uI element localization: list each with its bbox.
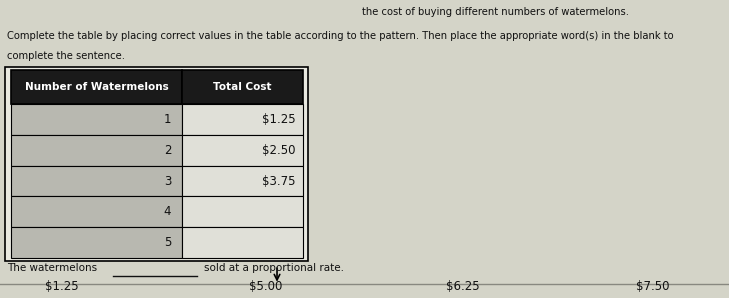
- Bar: [182, 227, 303, 258]
- Text: 5: 5: [164, 236, 171, 249]
- Bar: [5, 67, 308, 261]
- Bar: [182, 166, 303, 196]
- Text: Complete the table by placing correct values in the table according to the patte: Complete the table by placing correct va…: [7, 31, 674, 41]
- Bar: [11, 227, 182, 258]
- Text: 3: 3: [164, 175, 171, 187]
- Text: the cost of buying different numbers of watermelons.: the cost of buying different numbers of …: [362, 7, 629, 18]
- Text: 1: 1: [164, 113, 171, 126]
- Text: $6.25: $6.25: [446, 280, 480, 293]
- Bar: [11, 70, 182, 104]
- Bar: [11, 135, 182, 166]
- Text: $1.25: $1.25: [45, 280, 79, 293]
- Text: $3.75: $3.75: [262, 175, 295, 187]
- Text: $1.25: $1.25: [262, 113, 295, 126]
- Bar: [182, 70, 303, 104]
- Bar: [11, 104, 182, 135]
- Text: The watermelons: The watermelons: [7, 263, 98, 273]
- Text: $5.00: $5.00: [249, 280, 283, 293]
- Bar: [182, 196, 303, 227]
- Text: Total Cost: Total Cost: [213, 82, 272, 92]
- Text: 2: 2: [164, 144, 171, 157]
- Bar: [182, 104, 303, 135]
- Bar: [182, 135, 303, 166]
- Text: $2.50: $2.50: [262, 144, 295, 157]
- Text: complete the sentence.: complete the sentence.: [7, 51, 125, 61]
- Bar: [11, 166, 182, 196]
- Bar: [11, 196, 182, 227]
- Text: $7.50: $7.50: [636, 280, 669, 293]
- Text: sold at a proportional rate.: sold at a proportional rate.: [204, 263, 344, 273]
- Text: Number of Watermelons: Number of Watermelons: [25, 82, 168, 92]
- Text: 4: 4: [164, 205, 171, 218]
